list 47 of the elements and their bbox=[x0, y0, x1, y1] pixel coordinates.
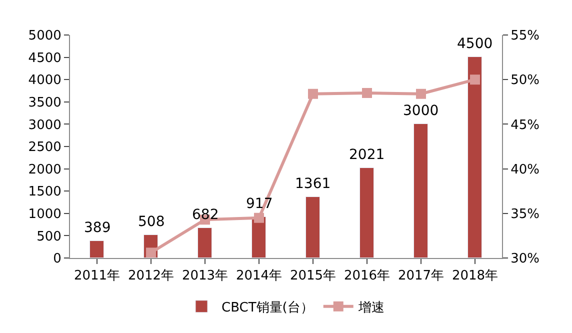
point bbox=[362, 88, 372, 98]
data-label: 4500 bbox=[457, 36, 493, 52]
bar bbox=[414, 124, 428, 258]
bar bbox=[360, 168, 374, 258]
data-label: 1361 bbox=[295, 176, 331, 192]
legend-label: 增速 bbox=[357, 300, 384, 316]
x-tick-label: 2017年 bbox=[398, 268, 444, 284]
x-tick-label: 2016年 bbox=[344, 268, 390, 284]
x-tick-label: 2018年 bbox=[452, 268, 498, 284]
data-label: 917 bbox=[246, 196, 273, 212]
x-tick-label: 2015年 bbox=[290, 268, 336, 284]
y-tick-label: 1500 bbox=[28, 184, 62, 200]
y-tick-label: 3500 bbox=[28, 95, 62, 110]
bar bbox=[468, 56, 482, 258]
x-tick-label: 2013年 bbox=[182, 268, 228, 284]
y2-tick-label: 35% bbox=[510, 206, 540, 222]
y-tick-label: 3000 bbox=[28, 118, 62, 133]
y-tick-label: 1000 bbox=[28, 206, 62, 222]
y-tick-label: 2500 bbox=[28, 140, 62, 156]
x-tick-label: 2014年 bbox=[236, 268, 282, 284]
data-label: 389 bbox=[84, 220, 111, 236]
y2-tick-label: 45% bbox=[510, 118, 540, 133]
point bbox=[308, 88, 318, 99]
y-tick-label: 4000 bbox=[28, 73, 62, 88]
bar bbox=[198, 228, 212, 258]
y-tick-label: 500 bbox=[36, 229, 62, 244]
x-tick-label: 2011年 bbox=[74, 268, 120, 284]
data-label: 2021 bbox=[349, 147, 385, 163]
point bbox=[146, 248, 156, 258]
point bbox=[254, 212, 264, 223]
legend-label: CBCT销量(台） bbox=[222, 300, 314, 316]
data-label: 682 bbox=[192, 207, 219, 223]
y2-tick-label: 55% bbox=[510, 28, 540, 44]
y-tick-label: 5000 bbox=[28, 28, 62, 44]
x-tick-label: 2012年 bbox=[128, 268, 174, 284]
bar bbox=[90, 240, 104, 258]
y2-tick-label: 30% bbox=[510, 252, 540, 267]
data-label: 508 bbox=[138, 214, 165, 230]
y2-tick-label: 50% bbox=[510, 73, 540, 88]
y-tick-label: 4500 bbox=[28, 50, 62, 66]
point bbox=[416, 88, 426, 99]
y-tick-label: 0 bbox=[53, 252, 62, 267]
y2-tick-label: 40% bbox=[510, 162, 540, 178]
point bbox=[470, 74, 480, 85]
data-label: 3000 bbox=[403, 103, 439, 119]
y-tick-label: 2000 bbox=[28, 162, 62, 178]
bar bbox=[306, 196, 320, 258]
